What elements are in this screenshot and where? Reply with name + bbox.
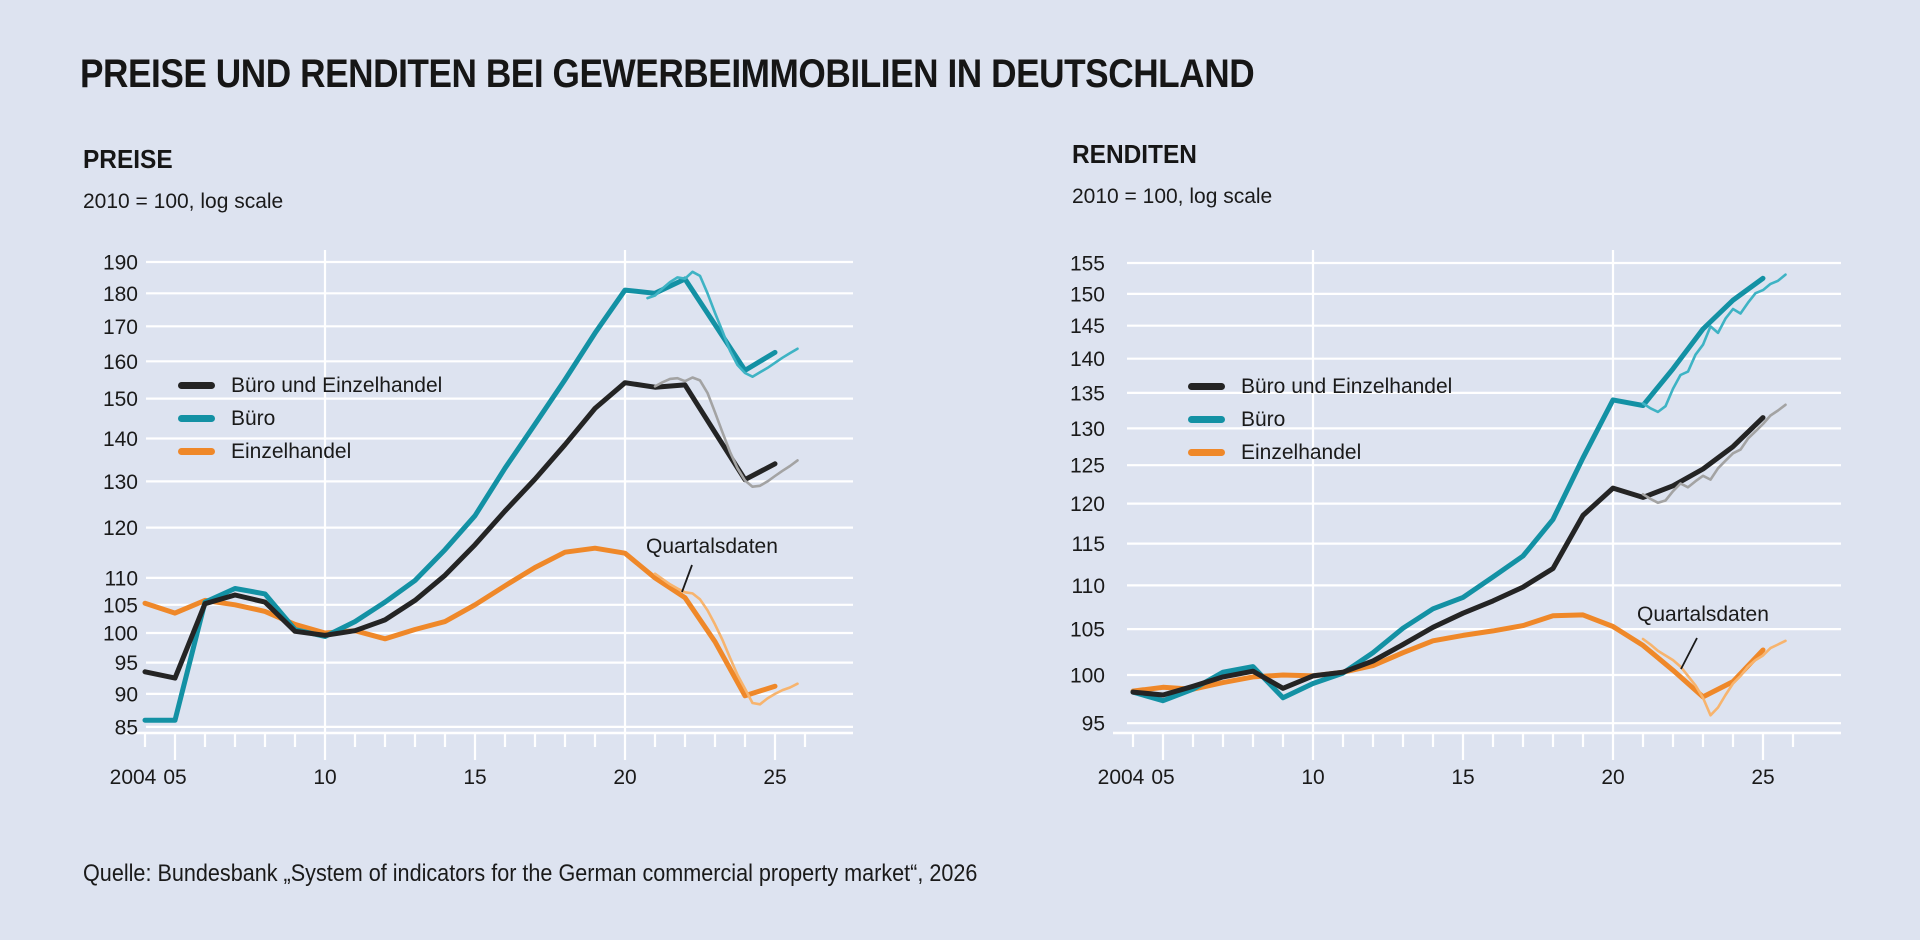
figure-title-text: PREISE UND RENDITEN BEI GEWERBEIMMOBILIE… — [80, 52, 1255, 96]
annotation-quartalsdaten-preise: Quartalsdaten — [646, 535, 778, 558]
y-tick-label: 100 — [103, 623, 138, 646]
y-tick-label: 140 — [1070, 348, 1105, 371]
quarterly-line-b-ro-und-einzelhandel-quartalsdaten- — [653, 376, 799, 488]
y-tick-label: 155 — [1070, 253, 1105, 276]
x-tick-label: 25 — [1751, 766, 1774, 789]
legend-swatch-buero — [1188, 416, 1225, 423]
y-tick-label: 140 — [103, 428, 138, 451]
x-tick-label: 15 — [1451, 766, 1474, 789]
annotation-leader — [1680, 637, 1698, 670]
legend-label: Büro — [1241, 408, 1286, 431]
y-tick-label: 95 — [1082, 713, 1105, 736]
y-tick-label: 170 — [103, 316, 138, 339]
legend-item: Büro — [1188, 408, 1452, 431]
y-tick-label: 115 — [1072, 533, 1105, 556]
legend-label: Büro und Einzelhandel — [1241, 375, 1453, 398]
series-line-einzelhandel — [142, 545, 778, 699]
legend-swatch-buero — [178, 415, 215, 422]
legend-item: Büro — [178, 407, 442, 430]
y-tick-label: 120 — [103, 517, 138, 540]
legend-swatch-einzelhandel — [178, 448, 215, 455]
annotation-quartalsdaten-renditen: Quartalsdaten — [1637, 603, 1769, 626]
legend-item: Einzelhandel — [178, 440, 442, 463]
legend-swatch-buero-und-einzelhandel — [178, 382, 215, 389]
y-tick-label: 160 — [103, 351, 138, 374]
quarterly-line-einzelhandel-quartalsdaten- — [1641, 637, 1787, 717]
x-tick-label: 20 — [1601, 766, 1624, 789]
x-tick-label: 10 — [313, 766, 336, 789]
legend-item: Einzelhandel — [1188, 441, 1452, 464]
legend-label: Büro und Einzelhandel — [231, 374, 443, 397]
series-line-b-ro — [1130, 275, 1766, 704]
y-tick-label: 90 — [115, 683, 138, 706]
legend-item: Büro und Einzelhandel — [1188, 375, 1452, 398]
series-line-einzelhandel — [1130, 612, 1766, 700]
legend-swatch-einzelhandel — [1188, 449, 1225, 456]
y-tick-label: 100 — [1070, 665, 1105, 688]
series-line-b-ro-und-einzelhandel — [1130, 415, 1766, 698]
y-tick-label: 135 — [1070, 382, 1105, 405]
quarterly-line-b-ro-und-einzelhandel-quartalsdaten- — [1641, 403, 1787, 505]
annotation-leader — [681, 564, 693, 593]
y-tick-label: 85 — [115, 716, 138, 739]
legend-swatch-buero-und-einzelhandel — [1188, 383, 1225, 390]
x-tick-label: 2004 — [110, 766, 157, 789]
x-tick-label: 25 — [763, 766, 786, 789]
legend-preise: Büro und Einzelhandel Büro Einzelhandel — [178, 374, 442, 463]
legend-item: Büro und Einzelhandel — [178, 374, 442, 397]
y-tick-label: 180 — [103, 283, 138, 306]
x-tick-label: 10 — [1301, 766, 1324, 789]
y-tick-label: 110 — [105, 567, 138, 590]
panel-preise-heading: PREISE — [83, 144, 173, 174]
series-line-b-ro — [142, 276, 778, 723]
y-tick-label: 110 — [1072, 575, 1105, 598]
figure-title: PREISE UND RENDITEN BEI GEWERBEIMMOBILIE… — [80, 52, 1414, 97]
quarterly-line-einzelhandel-quartalsdaten- — [653, 572, 799, 706]
y-tick-label: 95 — [115, 652, 138, 675]
panel-renditen-subtitle: 2010 = 100, log scale — [1072, 185, 1273, 208]
x-tick-label: 2004 — [1098, 766, 1145, 789]
x-tick-label: 05 — [1151, 766, 1174, 789]
y-tick-label: 125 — [1070, 455, 1105, 478]
y-tick-label: 150 — [1070, 283, 1105, 306]
y-tick-label: 105 — [103, 594, 138, 617]
y-tick-label: 130 — [103, 471, 138, 494]
x-tick-label: 05 — [163, 766, 186, 789]
y-tick-label: 105 — [1070, 619, 1105, 642]
legend-label: Einzelhandel — [231, 440, 352, 463]
legend-label: Einzelhandel — [1241, 441, 1362, 464]
series-line-b-ro-und-einzelhandel — [142, 380, 778, 681]
x-tick-label: 15 — [463, 766, 486, 789]
y-tick-label: 120 — [1070, 493, 1105, 516]
y-tick-label: 150 — [103, 388, 138, 411]
quarterly-line-b-ro-quartalsdaten- — [646, 270, 799, 378]
legend-label: Büro — [231, 407, 276, 430]
panel-preise-subtitle: 2010 = 100, log scale — [83, 190, 284, 213]
x-tick-label: 20 — [613, 766, 636, 789]
source-line: Quelle: Bundesbank „System of indicators… — [83, 860, 978, 887]
quarterly-line-b-ro-quartalsdaten- — [1641, 273, 1787, 414]
legend-renditen: Büro und Einzelhandel Büro Einzelhandel — [1188, 375, 1452, 464]
y-tick-label: 190 — [103, 252, 138, 275]
panel-renditen-heading: RENDITEN — [1072, 139, 1197, 169]
y-tick-label: 145 — [1070, 315, 1105, 338]
y-tick-label: 130 — [1070, 418, 1105, 441]
